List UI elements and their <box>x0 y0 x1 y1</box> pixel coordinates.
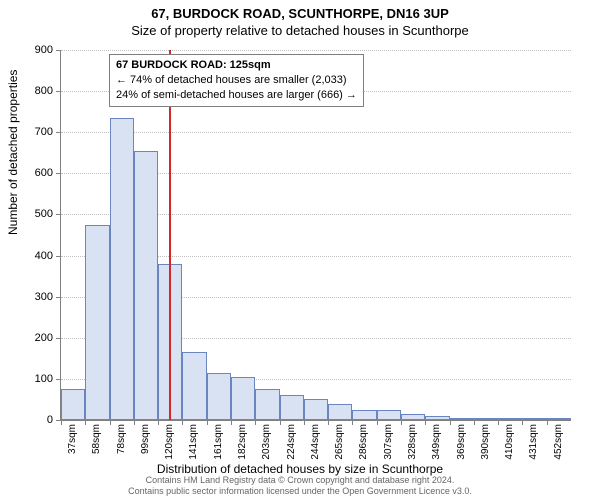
x-tick-mark <box>352 420 353 425</box>
title-main: 67, BURDOCK ROAD, SCUNTHORPE, DN16 3UP <box>0 0 600 21</box>
histogram-bar <box>352 410 376 420</box>
x-tick-mark <box>158 420 159 425</box>
y-tick-mark <box>56 297 61 298</box>
x-tick-mark <box>304 420 305 425</box>
y-tick-mark <box>56 379 61 380</box>
histogram-bar <box>450 418 474 420</box>
info-line-1: 67 BURDOCK ROAD: 125sqm <box>116 58 357 73</box>
histogram-bar <box>474 418 498 420</box>
histogram-bar <box>207 373 231 420</box>
y-tick-mark <box>56 338 61 339</box>
y-tick-label: 800 <box>27 85 53 97</box>
histogram-bar <box>401 414 425 420</box>
x-tick-mark <box>474 420 475 425</box>
histogram-bar <box>522 418 546 420</box>
y-tick-mark <box>56 91 61 92</box>
y-tick-mark <box>56 132 61 133</box>
y-tick-label: 700 <box>27 126 53 138</box>
x-tick-mark <box>450 420 451 425</box>
y-tick-label: 100 <box>27 373 53 385</box>
x-tick-mark <box>61 420 62 425</box>
chart-container: 67, BURDOCK ROAD, SCUNTHORPE, DN16 3UP S… <box>0 0 600 500</box>
histogram-bar <box>110 118 134 420</box>
histogram-bar <box>85 225 109 420</box>
plot-area: 010020030040050060070080090037sqm58sqm78… <box>60 50 571 421</box>
y-tick-label: 900 <box>27 44 53 56</box>
y-tick-label: 200 <box>27 332 53 344</box>
x-tick-mark <box>255 420 256 425</box>
x-tick-mark <box>401 420 402 425</box>
y-tick-label: 600 <box>27 167 53 179</box>
info-box: 67 BURDOCK ROAD: 125sqm ← 74% of detache… <box>109 54 364 107</box>
histogram-bar <box>498 418 522 420</box>
histogram-bar <box>134 151 158 420</box>
footer-line-1: Contains HM Land Registry data © Crown c… <box>0 475 600 486</box>
histogram-bar <box>280 395 304 420</box>
y-tick-label: 500 <box>27 208 53 220</box>
gridline <box>61 50 571 51</box>
chart-area: 010020030040050060070080090037sqm58sqm78… <box>60 50 570 420</box>
histogram-bar <box>182 352 206 420</box>
footer: Contains HM Land Registry data © Crown c… <box>0 475 600 497</box>
x-tick-mark <box>134 420 135 425</box>
y-tick-mark <box>56 214 61 215</box>
y-tick-mark <box>56 50 61 51</box>
x-tick-mark <box>280 420 281 425</box>
x-tick-mark <box>207 420 208 425</box>
x-tick-mark <box>522 420 523 425</box>
x-tick-mark <box>425 420 426 425</box>
title-sub: Size of property relative to detached ho… <box>0 21 600 38</box>
y-tick-label: 400 <box>27 250 53 262</box>
x-tick-mark <box>85 420 86 425</box>
histogram-bar <box>547 418 571 420</box>
x-axis-label: Distribution of detached houses by size … <box>0 462 600 476</box>
y-tick-label: 300 <box>27 291 53 303</box>
histogram-bar <box>328 404 352 420</box>
x-tick-mark <box>377 420 378 425</box>
y-axis-label: Number of detached properties <box>6 70 20 235</box>
y-tick-mark <box>56 173 61 174</box>
x-tick-mark <box>328 420 329 425</box>
info-line-3: 24% of semi-detached houses are larger (… <box>116 88 357 103</box>
x-tick-mark <box>231 420 232 425</box>
histogram-bar <box>61 389 85 420</box>
gridline <box>61 132 571 133</box>
y-tick-mark <box>56 256 61 257</box>
x-tick-mark <box>182 420 183 425</box>
x-tick-mark <box>110 420 111 425</box>
footer-line-2: Contains public sector information licen… <box>0 486 600 497</box>
info-line-2: ← 74% of detached houses are smaller (2,… <box>116 73 357 88</box>
histogram-bar <box>425 416 449 420</box>
histogram-bar <box>304 399 328 420</box>
x-tick-mark <box>498 420 499 425</box>
histogram-bar <box>231 377 255 420</box>
histogram-bar <box>377 410 401 420</box>
y-tick-label: 0 <box>27 414 53 426</box>
x-tick-mark <box>547 420 548 425</box>
histogram-bar <box>255 389 279 420</box>
